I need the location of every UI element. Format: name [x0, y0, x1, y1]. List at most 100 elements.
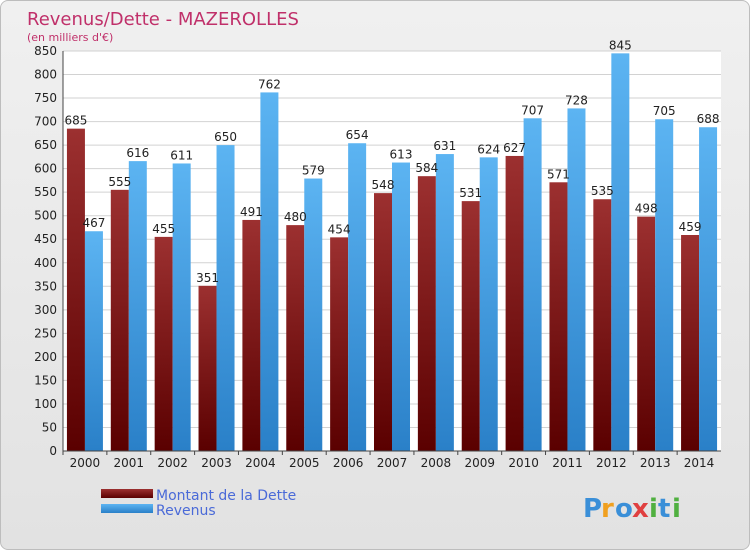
bar-dette — [593, 199, 612, 451]
data-label: 705 — [653, 104, 676, 118]
legend-label-revenus: Revenus — [156, 503, 216, 519]
y-tick-label: 750 — [34, 91, 57, 105]
data-label: 467 — [82, 216, 105, 230]
x-tick-label: 2014 — [684, 456, 715, 470]
data-label: 627 — [503, 141, 526, 155]
y-tick-label: 550 — [34, 185, 57, 199]
bar-revenus — [611, 53, 630, 452]
svg-text:i: i — [649, 494, 658, 524]
bar-dette — [681, 235, 700, 451]
x-tick-label: 2006 — [333, 456, 364, 470]
bar-revenus — [523, 118, 542, 451]
y-tick-label: 500 — [34, 209, 57, 223]
y-tick-label: 200 — [34, 350, 57, 364]
bar-revenus — [435, 154, 454, 451]
data-label: 631 — [433, 139, 456, 153]
svg-text:t: t — [658, 494, 670, 524]
legend: Montant de la Dette Revenus — [101, 488, 296, 519]
y-tick-label: 350 — [34, 279, 57, 293]
bar-dette — [330, 237, 349, 451]
x-tick-label: 2007 — [377, 456, 408, 470]
data-label: 571 — [547, 167, 570, 181]
legend-label-debt: Montant de la Dette — [156, 488, 296, 504]
data-label: 459 — [679, 220, 702, 234]
y-tick-label: 450 — [34, 232, 57, 246]
data-label: 548 — [372, 178, 395, 192]
bar-dette — [242, 219, 261, 451]
y-tick-label: 100 — [34, 397, 57, 411]
bar-revenus — [216, 145, 235, 451]
svg-text:i: i — [672, 494, 681, 524]
svg-text:x: x — [632, 494, 649, 524]
x-tick-label: 2011 — [552, 456, 583, 470]
data-label: 616 — [126, 146, 149, 160]
data-label: 531 — [459, 186, 482, 200]
bar-dette — [110, 189, 129, 451]
bar-dette — [374, 193, 392, 451]
x-tick-label: 2000 — [70, 456, 101, 470]
bar-revenus — [172, 163, 191, 451]
y-tick-label: 600 — [34, 162, 57, 176]
bar-revenus — [699, 127, 718, 451]
x-tick-label: 2004 — [245, 456, 276, 470]
data-label: 685 — [64, 114, 87, 128]
legend-swatch-revenus — [101, 504, 153, 513]
y-tick-label: 650 — [34, 138, 57, 152]
data-label: 762 — [258, 77, 281, 91]
svg-text:P: P — [583, 494, 602, 524]
bar-dette — [461, 201, 480, 451]
x-tick-label: 2005 — [289, 456, 320, 470]
bar-revenus — [567, 108, 586, 451]
x-tick-label: 2001 — [114, 456, 145, 470]
x-tick-label: 2012 — [596, 456, 627, 470]
chart-subtitle: (en milliers d'€) — [27, 31, 113, 44]
x-tick-label: 2010 — [508, 456, 539, 470]
bar-revenus — [348, 143, 367, 451]
y-tick-label: 400 — [34, 256, 57, 270]
y-tick-label: 800 — [34, 68, 57, 82]
data-label: 455 — [152, 222, 175, 236]
y-tick-label: 0 — [49, 444, 57, 458]
data-label: 688 — [697, 112, 720, 126]
data-label: 654 — [346, 128, 369, 142]
data-label: 707 — [521, 103, 544, 117]
x-tick-label: 2009 — [464, 456, 495, 470]
data-label: 555 — [108, 175, 131, 189]
data-label: 611 — [170, 148, 193, 162]
bar-revenus — [128, 161, 147, 451]
bar-dette — [154, 236, 173, 451]
y-tick-label: 50 — [42, 420, 57, 434]
bar-dette — [417, 176, 436, 452]
x-tick-label: 2008 — [421, 456, 452, 470]
bar-revenus — [304, 178, 323, 451]
data-label: 351 — [196, 271, 219, 285]
data-label: 728 — [565, 93, 588, 107]
y-tick-label: 850 — [34, 44, 57, 58]
x-tick-label: 2013 — [640, 456, 671, 470]
svg-text:o: o — [615, 494, 633, 524]
y-tick-label: 150 — [34, 373, 57, 387]
bar-dette — [198, 285, 217, 451]
data-label: 498 — [635, 202, 658, 216]
bar-revenus — [479, 157, 498, 451]
bar-dette — [637, 216, 656, 451]
bar-dette — [66, 128, 85, 451]
data-label: 480 — [284, 210, 307, 224]
legend-swatch-debt — [101, 489, 153, 498]
data-label: 613 — [390, 148, 413, 162]
bar-dette — [286, 225, 305, 451]
bar-revenus — [84, 231, 103, 451]
y-tick-label: 300 — [34, 303, 57, 317]
proxiti-logo: P r o x i t i — [583, 494, 681, 524]
bar-revenus — [392, 162, 410, 451]
data-label: 491 — [240, 205, 263, 219]
data-label: 650 — [214, 130, 237, 144]
bar-dette — [549, 182, 568, 451]
bar-revenus — [655, 119, 674, 451]
svg-text:r: r — [601, 494, 614, 524]
chart-title: Revenus/Dette - MAZEROLLES — [27, 9, 299, 30]
y-tick-label: 250 — [34, 326, 57, 340]
data-label: 584 — [415, 161, 438, 175]
